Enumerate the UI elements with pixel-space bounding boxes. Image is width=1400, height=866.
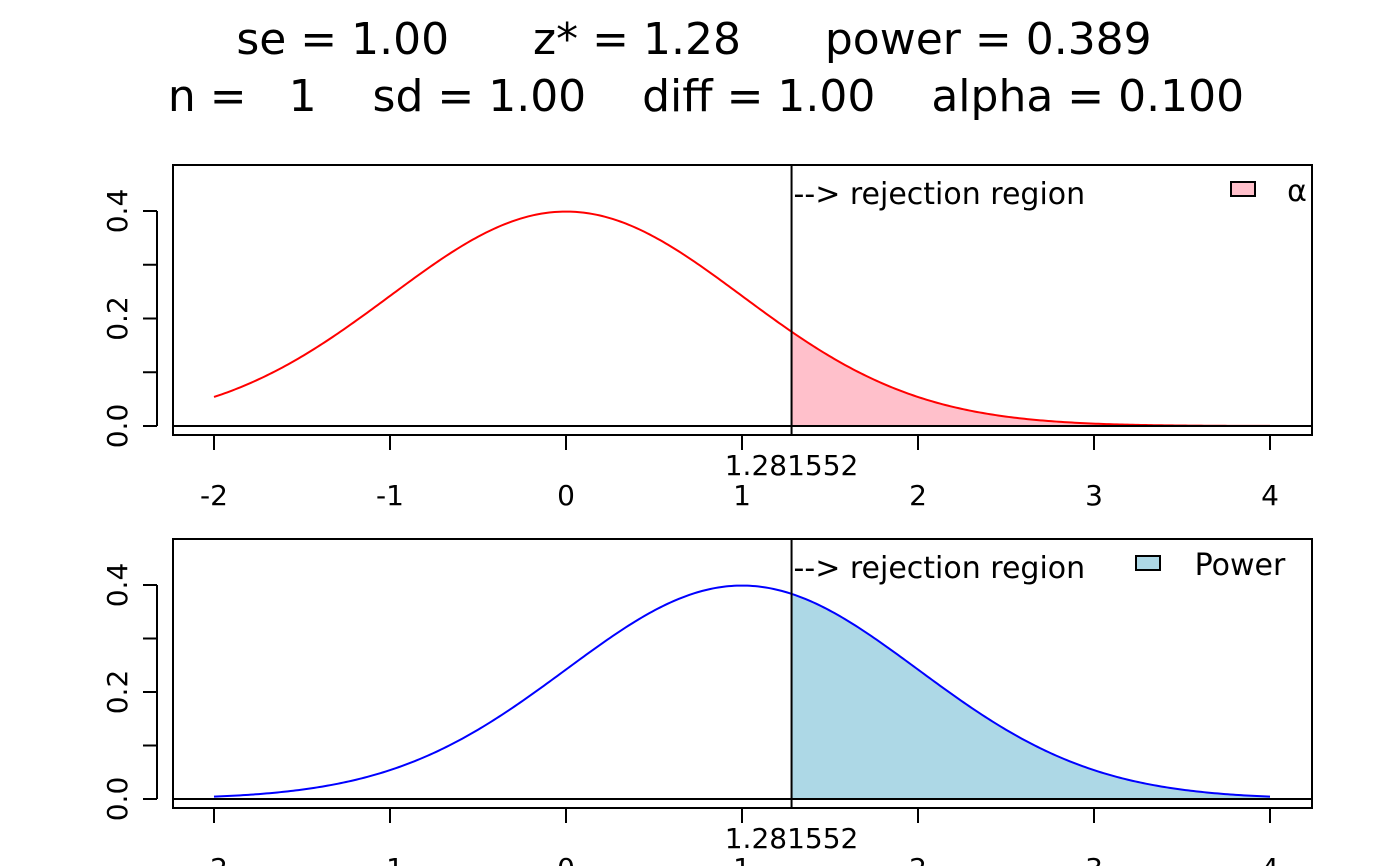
y-tick-label: 0.0 xyxy=(101,404,134,449)
x-tick-label: -2 xyxy=(200,852,228,866)
x-tick-label: 0 xyxy=(557,852,575,866)
y-tick-label: 0.0 xyxy=(101,777,134,822)
rejection-region-label: --> rejection region xyxy=(794,551,1086,586)
y-tick-label: 0.2 xyxy=(101,296,134,341)
x-tick-label: 4 xyxy=(1261,852,1279,866)
x-tick-label: 0 xyxy=(557,479,575,512)
title-line-1: se = 1.00 z* = 1.28 power = 0.389 xyxy=(236,14,1151,65)
x-tick-label: -2 xyxy=(200,479,228,512)
x-tick-label: 1 xyxy=(733,852,751,866)
x-tick-label: 3 xyxy=(1085,852,1103,866)
legend-swatch xyxy=(1230,181,1256,197)
critical-value-label: 1.281552 xyxy=(725,449,859,482)
x-tick-label: 4 xyxy=(1261,479,1279,512)
rejection-area xyxy=(791,331,1270,426)
density-curve xyxy=(213,584,1271,798)
plot-frame xyxy=(172,538,1313,809)
x-tick-label: -1 xyxy=(376,479,404,512)
legend-label: α xyxy=(1287,174,1307,209)
rejection-area xyxy=(791,593,1270,799)
y-tick-label: 0.4 xyxy=(101,563,134,608)
x-tick-label: 2 xyxy=(909,479,927,512)
legend-swatch xyxy=(1135,555,1161,571)
x-tick-label: 2 xyxy=(909,852,927,866)
x-tick-label: 3 xyxy=(1085,479,1103,512)
legend-label: Power xyxy=(1195,548,1286,583)
alternative-distribution-panel: -2 -1 0 1 2 3 4 1.281552 0.0 0.2 0.4 --> rejection … xyxy=(101,538,1313,866)
y-tick-label: 0.2 xyxy=(101,670,134,715)
title-line-2: n = 1 sd = 1.00 diff = 1.00 alpha = 0.10… xyxy=(168,71,1244,122)
plot-frame xyxy=(172,164,1313,436)
rejection-region-label: --> rejection region xyxy=(794,177,1086,212)
critical-value-label: 1.281552 xyxy=(725,822,859,855)
null-distribution-panel: -2 -1 0 1 2 3 4 1.281552 0.0 0.2 0.4 --> rejection … xyxy=(101,164,1313,512)
density-curve xyxy=(213,210,1271,427)
x-tick-label: -1 xyxy=(376,852,404,866)
y-tick-label: 0.4 xyxy=(101,189,134,234)
x-tick-label: 1 xyxy=(733,479,751,512)
